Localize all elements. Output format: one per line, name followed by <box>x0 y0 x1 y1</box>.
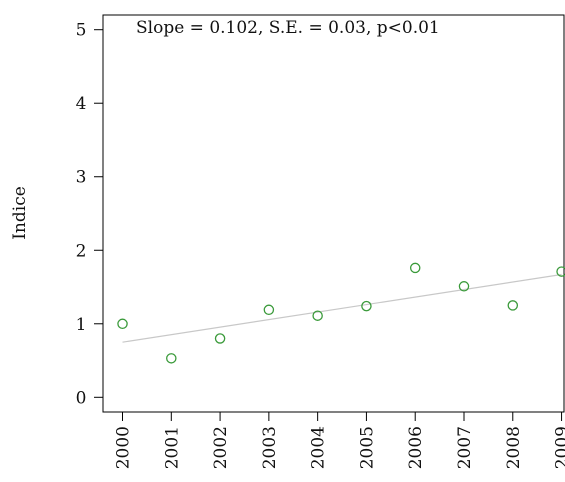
y-axis-label: Indice <box>10 186 30 240</box>
trend-line <box>122 273 562 343</box>
x-tick-label-2000: 2000 <box>114 426 134 469</box>
data-point-2005 <box>361 300 372 312</box>
x-tick-label-2003: 2003 <box>260 426 280 469</box>
trend-layer <box>122 273 562 343</box>
data-point-2004 <box>312 310 323 321</box>
data-point-2000 <box>117 318 128 330</box>
data-point-2007 <box>458 281 470 292</box>
y-tick-label-5: 5 <box>76 21 87 41</box>
x-tick-label-2001: 2001 <box>162 426 182 469</box>
x-tick-label-2009: 2009 <box>553 426 565 469</box>
data-point-2003 <box>263 304 275 316</box>
x-tick-label-2008: 2008 <box>504 426 524 469</box>
points-layer <box>117 262 565 364</box>
y-tick-label-2: 2 <box>76 241 87 261</box>
x-tick-label-2006: 2006 <box>406 426 426 469</box>
x-tick-label-2007: 2007 <box>455 426 475 469</box>
x-tick-label-2002: 2002 <box>211 426 231 469</box>
x-tick-label-2004: 2004 <box>309 426 329 469</box>
data-point-2001 <box>166 353 177 364</box>
data-point-2006 <box>409 262 421 274</box>
x-tick-label-2005: 2005 <box>357 426 377 469</box>
y-tick-label-4: 4 <box>76 94 87 114</box>
y-tick-label-3: 3 <box>76 168 87 188</box>
data-point-2009 <box>556 266 565 277</box>
y-tick-label-0: 0 <box>76 388 87 408</box>
data-point-2002 <box>214 333 226 344</box>
y-tick-label-1: 1 <box>76 315 87 335</box>
y-axis: 0 1 2 3 4 5 <box>76 21 103 408</box>
plot-frame <box>102 14 565 413</box>
x-axis: 2000 2001 2002 2003 2004 2005 2006 2007 2008 2009 <box>114 412 565 469</box>
data-point-2008 <box>507 300 519 311</box>
stats-annotation: Slope = 0.102, S.E. = 0.03, p<0.01 <box>136 18 440 38</box>
plot-border <box>102 14 565 413</box>
